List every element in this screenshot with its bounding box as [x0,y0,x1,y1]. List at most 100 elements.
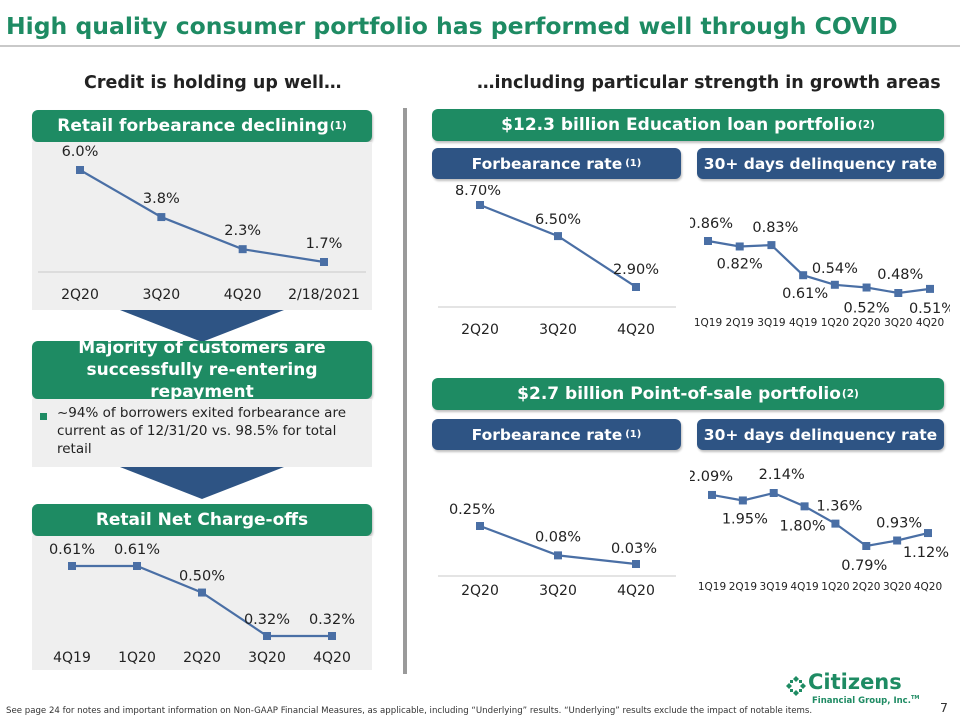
retail-forbearance-header: Retail forbearance declining (1) [32,110,372,142]
x-tick-label: 3Q20 [539,583,577,599]
logo-trademark: TM [910,695,920,701]
data-label: 1.7% [306,236,343,252]
x-tick-label: 3Q20 [248,650,286,666]
x-tick-label: 4Q19 [53,650,91,666]
x-tick-label: 1Q20 [821,317,849,329]
pos-forbearance-chart: 0.25% 2Q20 0.08% 3Q20 0.03% 4Q20 [438,502,676,599]
data-point-marker [320,258,328,266]
pos-header-text: $2.7 billion Point-of-sale portfolio [517,384,841,404]
citizens-logo: Citizens Financial Group, Inc.TM [786,670,919,708]
pos-forbearance-label: Forbearance rate (1) [432,419,681,450]
logo-subtitle-text: Financial Group, Inc. [812,695,911,706]
data-label: 1.95% [722,511,768,527]
data-label: 2.09% [690,469,733,485]
retail-nco-chart: 0.61% 4Q19 0.61% 1Q20 0.50% 2Q20 0.32% 3Q20 0.32… [49,542,355,666]
retail-nco-header: Retail Net Charge-offs [32,504,372,536]
data-label: 0.25% [449,502,495,518]
data-point-marker [632,283,640,291]
retail-forbearance-chart: 6.0% 2Q20 3.8% 3Q20 2.3% 4Q20 1.7% 2/18/2021 [38,144,366,303]
series-line [79,169,325,264]
data-point-marker [769,489,778,497]
data-point-marker [767,241,776,250]
data-label: 1.36% [816,499,862,515]
x-tick-label: 1Q19 [698,581,726,593]
x-tick-label: 4Q20 [224,287,262,303]
data-label: 0.52% [844,301,890,317]
education-delinquency-chart: 0.86% 1Q19 0.82% 2Q19 0.83% 3Q19 0.61% 4Q19 0.54… [690,216,950,329]
data-point-marker [800,502,809,511]
data-point-marker [476,522,484,530]
data-label: 0.79% [841,558,887,574]
data-label: 3.8% [143,191,180,207]
data-point-marker [738,496,747,505]
data-point-marker [862,283,871,292]
education-forbearance-label: Forbearance rate (1) [432,148,681,179]
x-tick-label: 2Q19 [726,317,754,329]
x-tick-label: 1Q19 [694,317,722,329]
x-tick-label: 4Q19 [790,581,818,593]
data-point-marker [830,280,839,289]
data-point-marker [198,588,206,597]
data-label: 2.14% [759,467,805,483]
data-point-marker [926,284,934,293]
data-point-marker [328,632,336,640]
x-tick-label: 4Q20 [617,583,655,599]
x-tick-label: 2Q20 [183,650,221,666]
retail-forbearance-header-text: Retail forbearance declining [57,116,329,136]
data-point-marker [632,560,640,568]
x-tick-label: 4Q20 [617,322,655,338]
data-point-marker [924,529,932,538]
data-label: 0.93% [876,516,922,532]
title-divider [0,45,960,47]
x-tick-label: 3Q20 [142,287,180,303]
x-tick-label: 2Q20 [852,581,880,593]
x-tick-label: 4Q20 [916,317,944,329]
data-label: 0.54% [812,261,858,277]
x-tick-label: 2Q20 [852,317,880,329]
data-label: 0.83% [752,220,798,236]
data-point-marker [799,271,808,280]
data-point-marker [238,245,247,254]
data-point-marker [476,201,484,209]
data-label: 6.50% [535,212,581,228]
data-point-marker [133,562,141,570]
data-label: 0.08% [535,529,581,545]
data-label: 0.61% [49,542,95,558]
education-forbearance-label-text: Forbearance rate [471,154,623,173]
x-tick-label: 3Q19 [760,581,788,593]
data-point-marker [704,237,712,245]
education-forbearance-chart: 8.70% 2Q20 6.50% 3Q20 2.90% 4Q20 [438,185,676,338]
data-label: 0.86% [690,216,733,232]
retail-forbearance-header-note: (1) [329,120,347,132]
data-label: 1.12% [903,545,949,561]
data-label: 2.3% [224,223,261,239]
data-label: 8.70% [455,185,501,199]
data-point-marker [831,519,840,528]
flow-arrow-2 [120,467,284,499]
pos-header: $2.7 billion Point-of-sale portfolio (2) [432,378,944,410]
retail-forbearance-panel [32,142,372,310]
x-tick-label: 4Q20 [313,650,351,666]
data-label: 0.48% [877,267,923,283]
pos-delinquency-label: 30+ days delinquency rate [697,419,944,450]
data-label: 0.51% [909,301,950,317]
data-point-marker [68,562,76,570]
pos-forbearance-label-text: Forbearance rate [471,425,623,444]
data-point-marker [157,213,166,222]
data-label: 0.32% [244,612,290,628]
column-divider [403,108,407,674]
footnote: See page 24 for notes and important info… [6,706,813,716]
education-delinquency-label: 30+ days delinquency rate [697,148,944,179]
x-tick-label: 3Q20 [539,322,577,338]
logo-subtitle: Financial Group, Inc.TM [812,695,919,706]
page-title: High quality consumer portfolio has perf… [6,12,898,40]
x-tick-label: 4Q20 [914,581,942,593]
pos-delinquency-chart: 2.09% 1Q19 1.95% 2Q19 2.14% 3Q19 1.80% 4Q19 1.36… [690,467,949,593]
data-point-marker [263,632,271,640]
education-forbearance-label-note: (1) [625,158,642,169]
x-tick-label: 3Q19 [757,317,785,329]
repayment-bullet-text: ~94% of borrowers exited forbearance are… [57,405,346,457]
x-tick-label: 2Q20 [61,287,99,303]
data-point-marker [708,490,716,499]
retail-nco-panel [32,536,372,670]
